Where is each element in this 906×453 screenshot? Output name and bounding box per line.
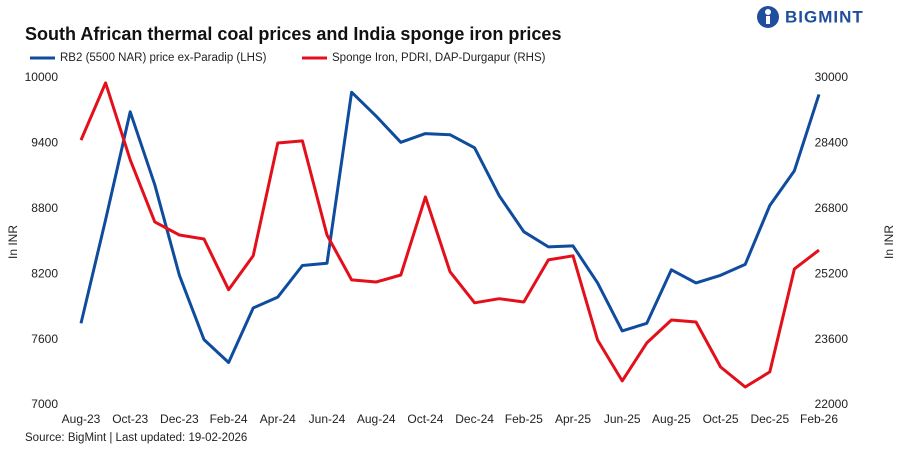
y2-tick-label: 22000 bbox=[815, 397, 849, 411]
y2-tick-label: 23600 bbox=[815, 332, 849, 346]
x-tick-label: Aug-25 bbox=[652, 412, 691, 426]
y-tick-label: 7000 bbox=[31, 397, 58, 411]
x-tick-label: Apr-24 bbox=[260, 412, 296, 426]
x-tick-label: Oct-24 bbox=[407, 412, 443, 426]
chart-title: South African thermal coal prices and In… bbox=[25, 24, 561, 44]
y2-tick-label: 30000 bbox=[815, 70, 849, 84]
x-tick-label: Oct-25 bbox=[703, 412, 739, 426]
y-tick-label: 9400 bbox=[31, 136, 58, 150]
y2-tick-label: 25200 bbox=[815, 266, 849, 280]
legend-label: Sponge Iron, PDRI, DAP-Durgapur (RHS) bbox=[332, 52, 546, 64]
y-tick-label: 7600 bbox=[31, 332, 58, 346]
x-tick-label: Dec-23 bbox=[160, 412, 199, 426]
y2-tick-label: 26800 bbox=[815, 201, 849, 215]
x-tick-label: Dec-24 bbox=[455, 412, 494, 426]
logo-icon-bar bbox=[766, 16, 770, 24]
y2-tick-label: 28400 bbox=[815, 136, 849, 150]
x-tick-label: Feb-26 bbox=[800, 412, 838, 426]
series-line bbox=[79, 81, 820, 389]
source: Source: BigMint | Last updated: 19-02-20… bbox=[25, 432, 247, 444]
x-tick-label: Aug-23 bbox=[62, 412, 101, 426]
legend-label: RB2 (5500 NAR) price ex-Paradip (LHS) bbox=[60, 52, 267, 64]
x-tick-label: Apr-25 bbox=[555, 412, 591, 426]
y-axis-label: In INR bbox=[6, 225, 20, 259]
y2-axis-label: In INR bbox=[882, 225, 896, 259]
y-tick-label: 8200 bbox=[31, 266, 58, 280]
x-tick-label: Dec-25 bbox=[750, 412, 789, 426]
x-tick-label: Feb-25 bbox=[505, 412, 543, 426]
x-tick-label: Aug-24 bbox=[357, 412, 396, 426]
y-tick-label: 10000 bbox=[25, 70, 59, 84]
series-line bbox=[79, 90, 821, 364]
x-tick-label: Jun-24 bbox=[309, 412, 346, 426]
x-tick-label: Feb-24 bbox=[210, 412, 248, 426]
logo-icon-dot bbox=[765, 9, 771, 15]
brand: BIGMINT bbox=[785, 7, 864, 26]
x-tick-label: Jun-25 bbox=[604, 412, 641, 426]
x-tick-label: Oct-23 bbox=[112, 412, 148, 426]
y-tick-label: 8800 bbox=[31, 201, 58, 215]
logo: BIGMINT bbox=[757, 6, 864, 28]
